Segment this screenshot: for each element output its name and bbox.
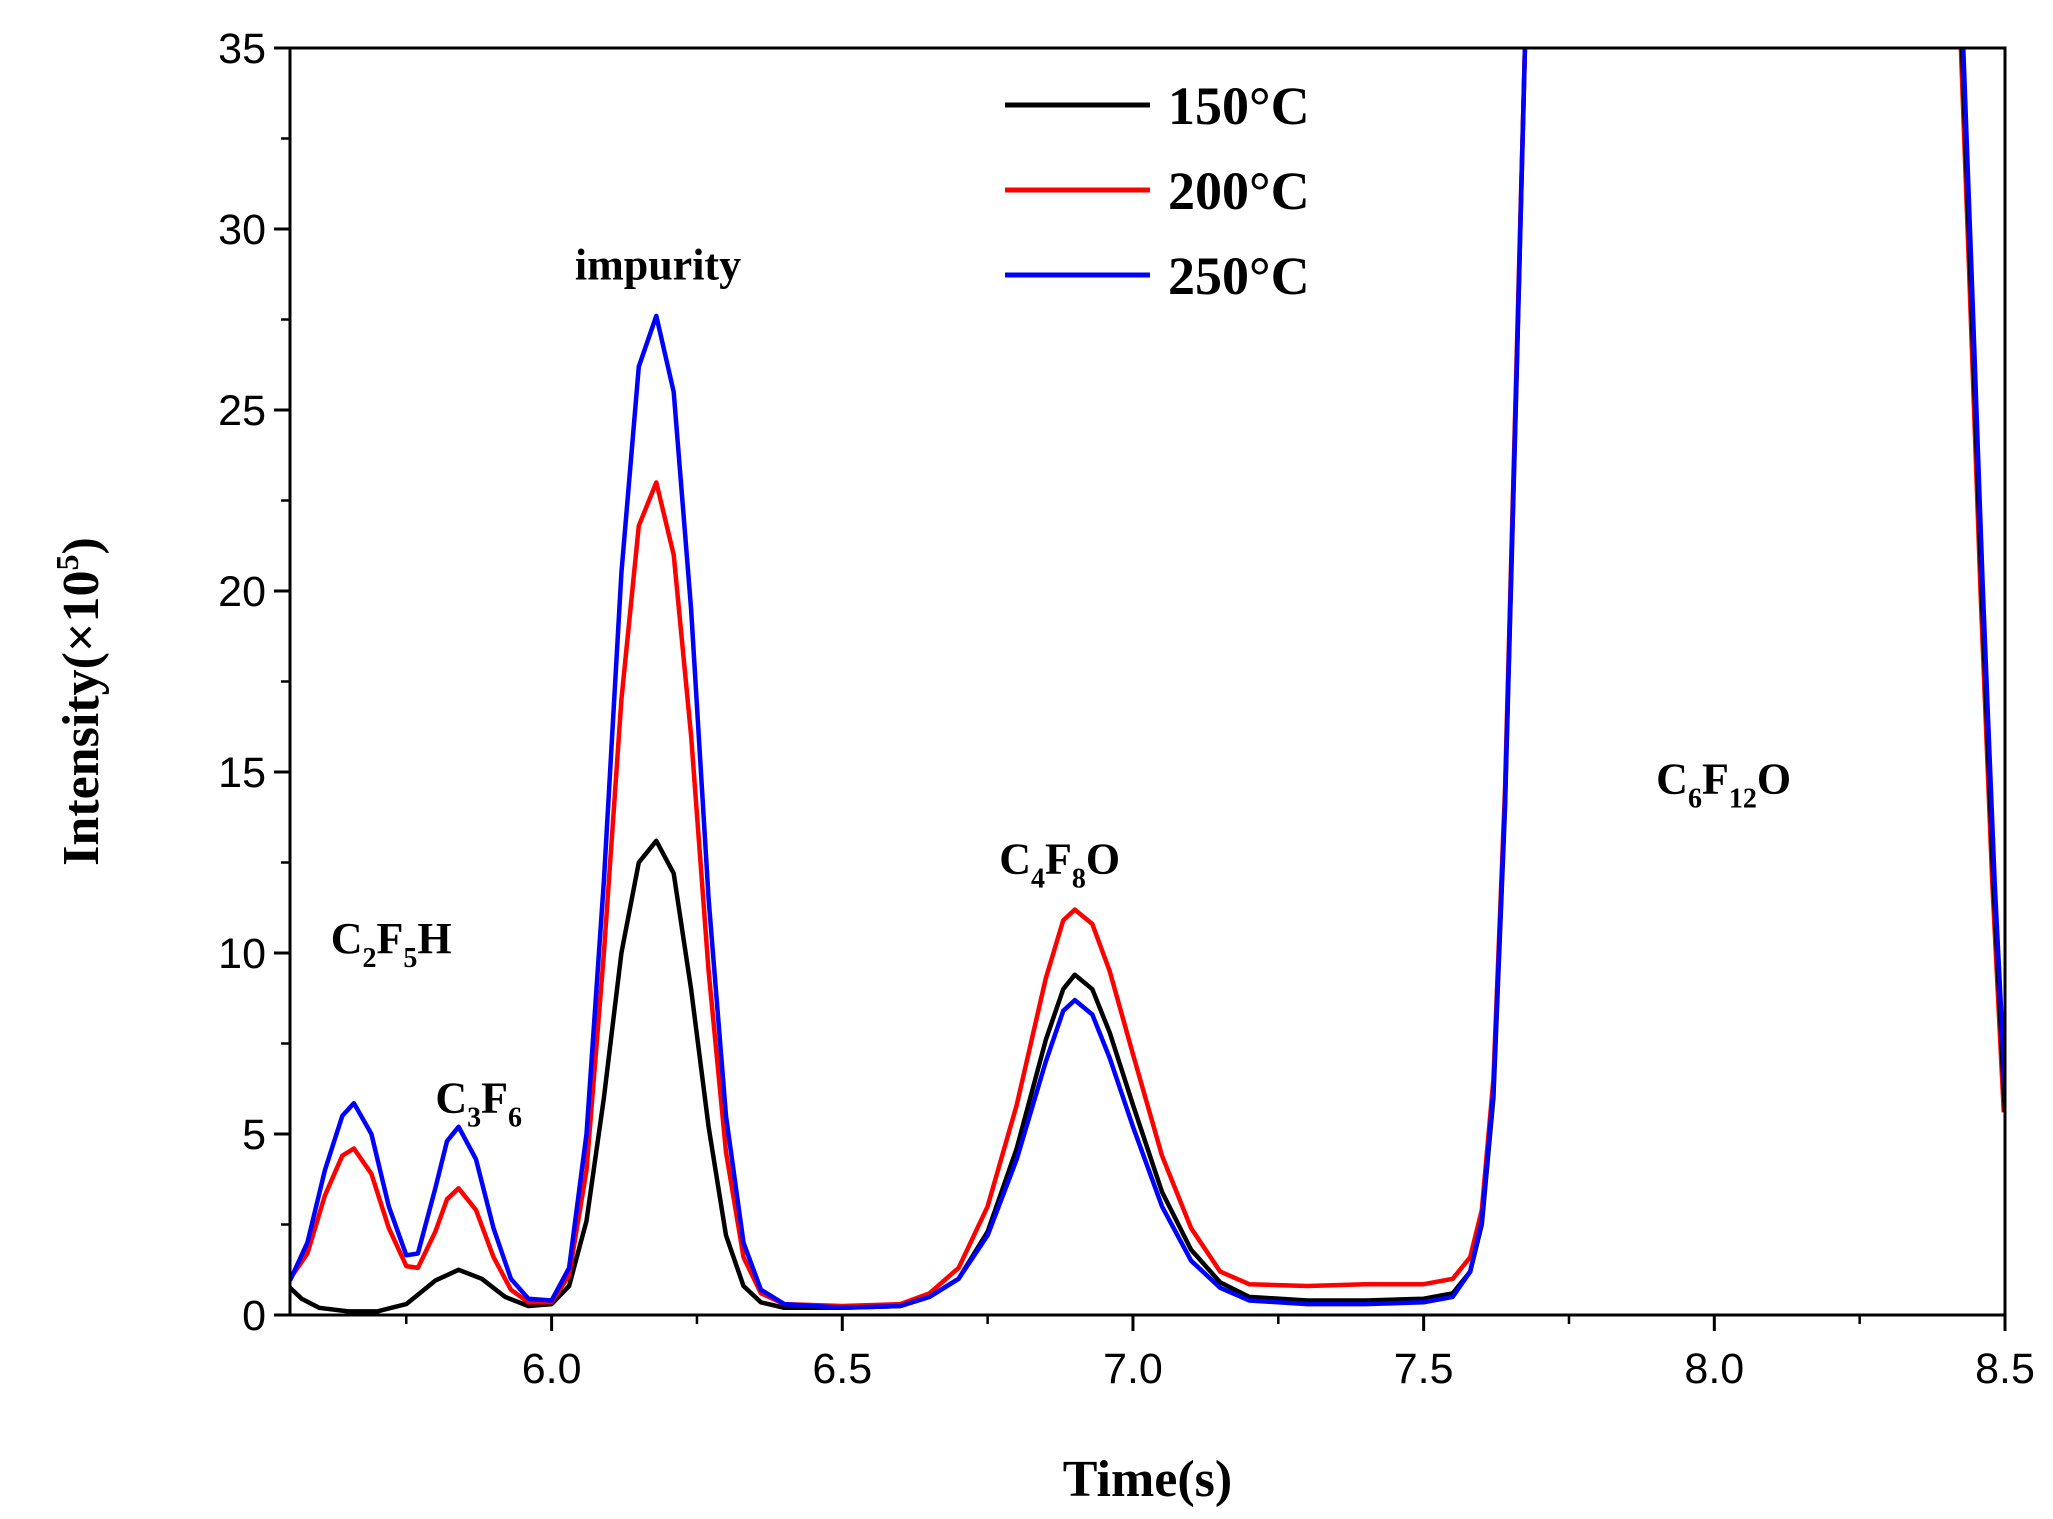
annotation-part: C — [435, 1073, 467, 1122]
x-tick-label: 7.5 — [1394, 1345, 1454, 1393]
annotation-c6f12o: C6F12O — [1656, 755, 1791, 815]
legend-label: 250°C — [1168, 246, 1310, 306]
annotation-part: F — [376, 914, 403, 963]
series-line-250c — [290, 48, 1528, 1311]
y-tick-label: 5 — [242, 1111, 266, 1159]
y-tick-label: 35 — [218, 25, 266, 73]
annotation-c3f6: C3F6 — [435, 1073, 522, 1133]
y-axis-title-close: ) — [53, 537, 110, 554]
x-tick-label: 8.0 — [1684, 1345, 1744, 1393]
annotation-part: impurity — [575, 241, 741, 290]
y-tick-label: 30 — [218, 206, 266, 254]
y-tick-label: 25 — [218, 387, 266, 435]
annotation-part: 8 — [1072, 863, 1086, 894]
annotation-part: 6 — [508, 1102, 522, 1133]
series-layer — [290, 48, 2005, 1314]
x-tick-label: 6.0 — [522, 1345, 582, 1393]
legend: 150°C 200°C 250°C — [1005, 76, 1310, 306]
annotation-part: C — [1656, 755, 1688, 804]
x-tick-label: 8.5 — [1975, 1345, 2035, 1393]
x-tick-label: 7.0 — [1103, 1345, 1163, 1393]
legend-label: 150°C — [1168, 76, 1310, 136]
y-axis-title: Intensity(×105) — [49, 537, 110, 866]
annotation-part: F — [1702, 755, 1729, 804]
x-tick-label: 6.5 — [812, 1345, 872, 1393]
annotation-part: C — [999, 834, 1031, 883]
annotation-part: 12 — [1729, 784, 1757, 815]
annotation-part: 4 — [1031, 863, 1045, 894]
series-line-200c — [290, 48, 1528, 1309]
annotation-c2f5h: C2F5H — [331, 914, 452, 974]
series-line-descent — [1961, 48, 2005, 1113]
annotation-part: 2 — [362, 943, 376, 974]
annotation-part: F — [1045, 834, 1072, 883]
y-tick-label: 15 — [218, 749, 266, 797]
y-axis-title-main: Intensity(×10 — [53, 570, 110, 865]
annotation-impurity: impurity — [575, 241, 741, 290]
annotation-part: 3 — [467, 1102, 481, 1133]
annotation-part: 5 — [403, 943, 417, 974]
annotation-part: O — [1086, 834, 1120, 883]
y-tick-label: 20 — [218, 568, 266, 616]
annotation-part: C — [331, 914, 363, 963]
y-tick-label: 10 — [218, 930, 266, 978]
annotation-part: O — [1757, 755, 1791, 804]
annotation-part: F — [481, 1073, 508, 1122]
y-tick-label: 0 — [242, 1292, 266, 1340]
annotation-c4f8o: C4F8O — [999, 834, 1120, 894]
ticks-layer — [274, 46, 2007, 1331]
annotation-part: H — [417, 914, 451, 963]
legend-label: 200°C — [1168, 161, 1310, 221]
annotation-part: 6 — [1688, 784, 1702, 815]
x-axis-title: Time(s) — [1063, 1451, 1232, 1508]
y-axis-title-exponent: 5 — [49, 554, 85, 570]
